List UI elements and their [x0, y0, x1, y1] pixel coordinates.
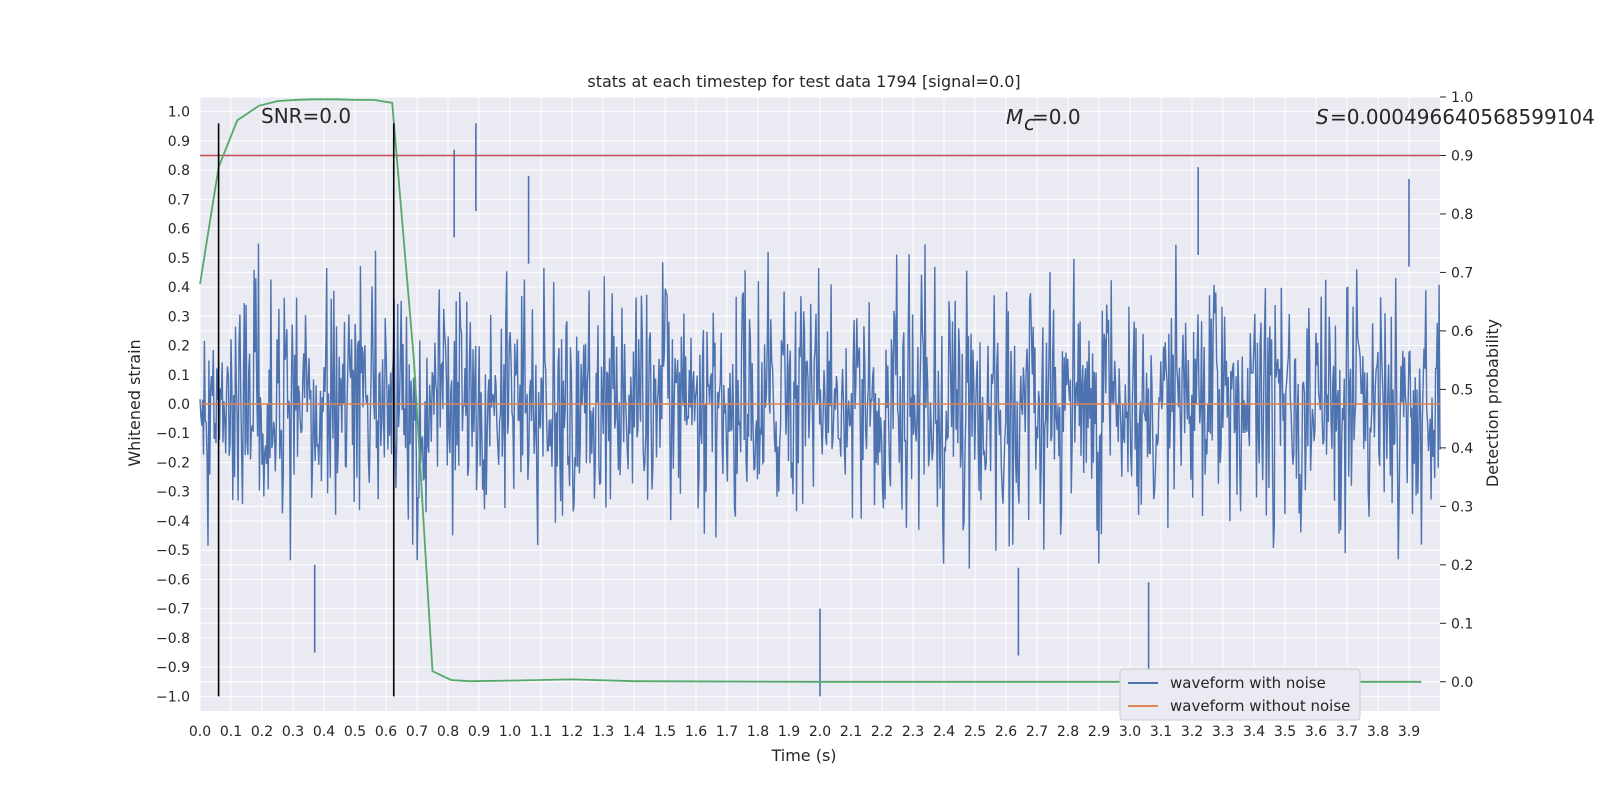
- y-right-tick-label: 0.8: [1451, 207, 1473, 223]
- x-tick-label: 1.6: [685, 724, 707, 740]
- x-tick-label: 1.2: [561, 724, 583, 740]
- x-tick-label: 0.5: [344, 724, 366, 740]
- y-right-tick-label: 0.9: [1451, 148, 1473, 164]
- x-tick-label: 1.5: [654, 724, 676, 740]
- y-right-tick-label: 0.1: [1451, 616, 1473, 632]
- y-tick-label: −0.9: [156, 660, 190, 676]
- x-tick-label: 2.7: [1026, 724, 1048, 740]
- x-tick-label: 0.4: [313, 724, 335, 740]
- x-tick-label: 0.7: [406, 724, 428, 740]
- legend-box: [1119, 668, 1361, 721]
- y-tick-label: 0.5: [168, 251, 190, 267]
- x-tick-label: 1.9: [778, 724, 800, 740]
- y-axis-label-left: Whitened strain: [125, 339, 144, 466]
- chart-title: stats at each timestep for test data 179…: [587, 72, 1020, 91]
- x-tick-label: 3.5: [1274, 724, 1296, 740]
- y-tick-label: −0.8: [156, 631, 190, 647]
- x-tick-label: 2.5: [964, 724, 986, 740]
- x-tick-label: 1.1: [530, 724, 552, 740]
- x-tick-label: 1.4: [623, 724, 645, 740]
- mc-annotation: M c =0.0: [1006, 105, 1081, 135]
- x-tick-label: 2.3: [902, 724, 924, 740]
- x-tick-label: 2.1: [840, 724, 862, 740]
- x-tick-label: 1.7: [716, 724, 738, 740]
- x-tick-label: 3.2: [1181, 724, 1203, 740]
- legend: waveform with noise waveform without noi…: [1119, 668, 1361, 721]
- x-tick-label: 1.8: [747, 724, 769, 740]
- y-tick-label: −0.2: [156, 455, 190, 471]
- y-right-tick-label: 0.2: [1451, 558, 1473, 574]
- svg-text:M: M: [1006, 105, 1023, 129]
- y-tick-label: 0.2: [168, 339, 190, 355]
- y-tick-label: 0.1: [168, 368, 190, 384]
- y-tick-label: −0.5: [156, 543, 190, 559]
- y-tick-label: −0.7: [156, 602, 190, 618]
- s-annotation: S =0.000496640568599104: [1316, 105, 1595, 129]
- x-tick-label: 3.0: [1119, 724, 1141, 740]
- y-tick-label: −1.0: [156, 689, 190, 705]
- x-tick-label: 0.8: [437, 724, 459, 740]
- series-detection-probability: [199, 98, 1422, 683]
- x-tick-label: 0.6: [375, 724, 397, 740]
- x-tick-label: 1.3: [592, 724, 614, 740]
- y-right-tick-label: 0.4: [1451, 441, 1473, 457]
- x-axis-label: Time (s): [770, 746, 836, 765]
- x-tick-label: 2.9: [1088, 724, 1110, 740]
- y-tick-label: 1.0: [168, 105, 190, 121]
- svg-text:c: c: [1024, 111, 1035, 135]
- x-tick-label: 3.7: [1336, 724, 1358, 740]
- x-tick-label: 2.2: [871, 724, 893, 740]
- x-tick-label: 2.6: [995, 724, 1017, 740]
- y-tick-label: 0.3: [168, 309, 190, 325]
- y-tick-label: −0.1: [156, 426, 190, 442]
- y-tick-label: 0.4: [168, 280, 190, 296]
- x-tick-label: 2.0: [809, 724, 831, 740]
- y-tick-label: −0.6: [156, 572, 190, 588]
- y-right-tick-label: 1.0: [1451, 90, 1473, 106]
- y-right-tick-label: 0.6: [1451, 324, 1473, 340]
- y-tick-label: 0.7: [168, 192, 190, 208]
- x-tick-label: 2.4: [933, 724, 955, 740]
- y-right-tick-label: 0.7: [1451, 265, 1473, 281]
- snr-annotation: SNR=0.0: [261, 104, 351, 128]
- y-tick-label: −0.4: [156, 514, 190, 530]
- y-tick-label: −0.3: [156, 485, 190, 501]
- x-tick-label: 3.1: [1150, 724, 1172, 740]
- x-tick-label: 3.6: [1305, 724, 1327, 740]
- y-tick-label: 0.8: [168, 163, 190, 179]
- legend-label-noise: waveform with noise: [1170, 674, 1326, 692]
- x-tick-label: 0.1: [220, 724, 242, 740]
- legend-label-clean: waveform without noise: [1170, 697, 1350, 715]
- svg-text:=0.0: =0.0: [1032, 105, 1081, 129]
- y-tick-label: 0.9: [168, 134, 190, 150]
- svg-text:=0.000496640568599104: =0.000496640568599104: [1330, 105, 1595, 129]
- x-tick-label: 1.0: [499, 724, 521, 740]
- x-tick-label: 3.8: [1367, 724, 1389, 740]
- svg-text:S: S: [1316, 105, 1329, 129]
- x-tick-label: 0.0: [189, 724, 211, 740]
- y-tick-label: 0.6: [168, 222, 190, 238]
- y-right-tick-label: 0.5: [1451, 382, 1473, 398]
- x-tick-label: 3.3: [1212, 724, 1234, 740]
- series-waveform-with-noise: [199, 243, 1441, 569]
- x-tick-label: 2.8: [1057, 724, 1079, 740]
- x-tick-label: 0.2: [251, 724, 273, 740]
- x-tick-label: 3.9: [1398, 724, 1420, 740]
- x-tick-label: 0.9: [468, 724, 490, 740]
- y-right-tick-label: 0.3: [1451, 499, 1473, 515]
- y-right-tick-label: 0.0: [1451, 675, 1473, 691]
- x-tick-label: 0.3: [282, 724, 304, 740]
- y-tick-label: 0.0: [168, 397, 190, 413]
- x-tick-label: 3.4: [1243, 724, 1265, 740]
- y-axis-label-right: Detection probability: [1483, 319, 1502, 487]
